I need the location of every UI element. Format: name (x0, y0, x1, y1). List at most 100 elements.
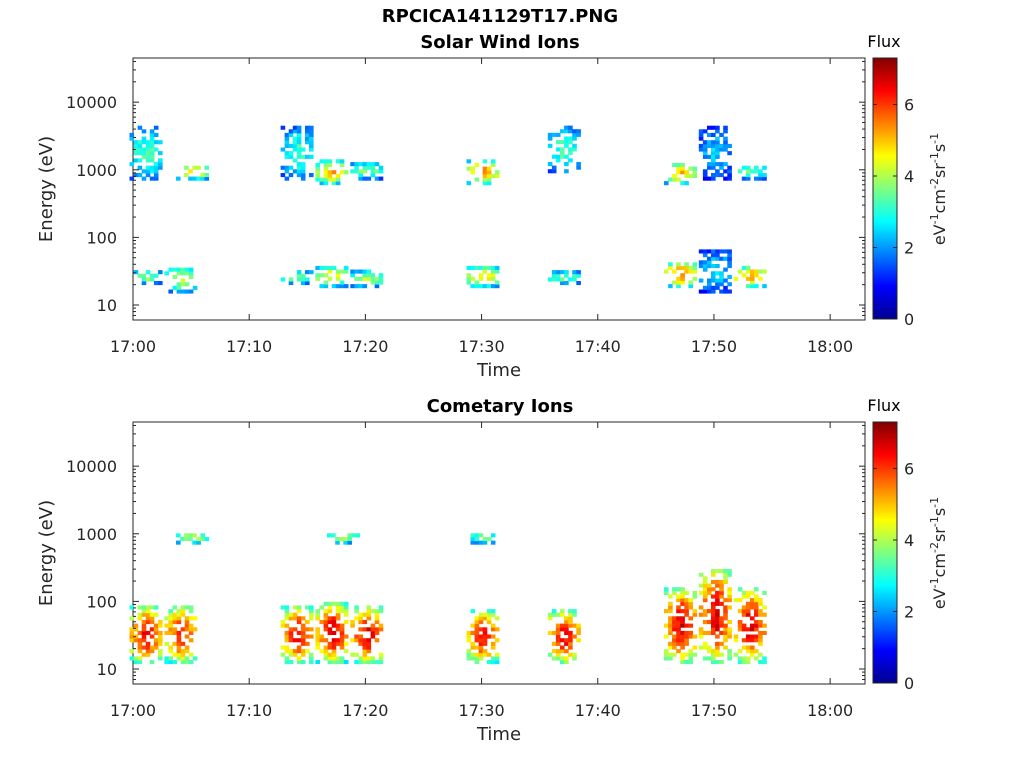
spectrogram-cell (370, 623, 376, 628)
spectrogram-cell (296, 656, 302, 661)
spectrogram-cell (555, 627, 561, 632)
spectrogram-cell (490, 276, 496, 281)
spectrogram-cell (323, 162, 329, 167)
spectrogram-cell (680, 638, 685, 643)
spectrogram-cell (280, 605, 286, 610)
spectrogram-cell (494, 173, 500, 178)
spectrogram-cell (315, 162, 320, 167)
spectrogram-cell (315, 166, 320, 171)
spectrogram-cell (707, 140, 712, 145)
spectrogram-cell (564, 281, 569, 286)
spectrogram-cell (711, 605, 716, 610)
spectrogram-cell (474, 656, 480, 661)
spectrogram-cell (129, 656, 135, 661)
spectrogram-cell (300, 638, 306, 643)
spectrogram-cell (676, 638, 681, 643)
spectrogram-cell (702, 260, 708, 265)
spectrogram-cell (482, 630, 488, 635)
spectrogram-cell (145, 270, 151, 275)
spectrogram-cell (719, 587, 724, 592)
spectrogram-cell (672, 645, 677, 650)
spectrogram-cell (474, 660, 480, 665)
spectrogram-cell (180, 656, 186, 661)
spectrogram-cell (309, 609, 314, 614)
spectrogram-cell (284, 136, 290, 141)
spectrogram-cell (754, 627, 759, 632)
spectrogram-cell (466, 656, 472, 661)
spectrogram-cell (362, 162, 368, 167)
spectrogram-cell (374, 176, 380, 181)
spectrogram-cell (754, 169, 759, 174)
spectrogram-cell (680, 641, 685, 646)
spectrogram-cell (664, 587, 669, 592)
spectrogram-cell (715, 601, 720, 606)
spectrogram-cell (149, 129, 155, 134)
spectrogram-cell (354, 269, 359, 274)
spectrogram-cell (335, 638, 341, 643)
spectrogram-cell (366, 627, 372, 632)
spectrogram-cell (366, 609, 372, 614)
spectrogram-cell (172, 285, 178, 290)
spectrogram-cell (309, 612, 314, 617)
spectrogram-cell (547, 612, 553, 617)
spectrogram-cell (474, 540, 480, 545)
spectrogram-cell (715, 154, 720, 159)
spectrogram-cell (335, 276, 341, 281)
spectrogram-cell (680, 276, 685, 281)
spectrogram-cell (711, 289, 716, 294)
spectrogram-cell (184, 634, 190, 639)
spectrogram-cell (564, 656, 569, 661)
spectrogram-cell (688, 269, 693, 274)
spectrogram-cell (551, 641, 557, 646)
spectrogram-cell (296, 154, 302, 159)
spectrogram-cell (711, 616, 716, 621)
colorbar (872, 421, 898, 684)
spectrogram-cell (555, 656, 561, 661)
spectrogram-cell (684, 181, 689, 186)
spectrogram-cell (153, 147, 159, 152)
x-tick-label: 17:20 (342, 337, 388, 356)
spectrogram-cell (470, 641, 476, 646)
spectrogram-cell (680, 590, 685, 595)
spectrogram-cell (664, 181, 669, 186)
spectrogram-cell (702, 594, 708, 599)
spectrogram-cell (680, 280, 685, 285)
spectrogram-cell (688, 652, 693, 657)
spectrogram-cell (762, 165, 767, 170)
spectrogram-cell (707, 645, 712, 650)
spectrogram-cell (702, 151, 708, 156)
spectrogram-cell (727, 173, 732, 178)
spectrogram-cell (292, 627, 298, 632)
spectrogram-cell (684, 634, 689, 639)
spectrogram-cell (288, 652, 294, 657)
spectrogram-cell (680, 166, 685, 171)
spectrogram-cell (200, 537, 205, 542)
spectrogram-cell (672, 627, 677, 632)
spectrogram-cell (137, 638, 143, 643)
spectrogram-cell (692, 645, 698, 650)
spectrogram-cell (478, 645, 484, 650)
spectrogram-cell (137, 151, 143, 156)
spectrogram-cell (741, 612, 747, 617)
spectrogram-cell (300, 165, 306, 170)
spectrogram-cell (486, 660, 492, 665)
spectrogram-cell (568, 641, 573, 646)
spectrogram-cell (490, 284, 496, 289)
spectrogram-cell (466, 638, 472, 643)
spectrogram-cell (711, 154, 716, 159)
colorbar-tick-label: 4 (904, 167, 914, 186)
spectrogram-cell (750, 616, 755, 621)
spectrogram-cell (188, 169, 193, 174)
spectrogram-cell (288, 129, 294, 134)
spectrogram-cell (723, 129, 728, 134)
spectrogram-cell (494, 638, 500, 643)
spectrogram-cell (723, 267, 728, 272)
spectrogram-cell (180, 271, 186, 276)
spectrogram-cell (547, 277, 553, 282)
spectrogram-cell (707, 165, 712, 170)
spectrogram-cell (702, 253, 708, 258)
spectrogram-cell (374, 169, 380, 174)
spectrogram-cell (370, 627, 376, 632)
spectrogram-cell (698, 605, 704, 610)
spectrogram-cell (176, 176, 181, 181)
